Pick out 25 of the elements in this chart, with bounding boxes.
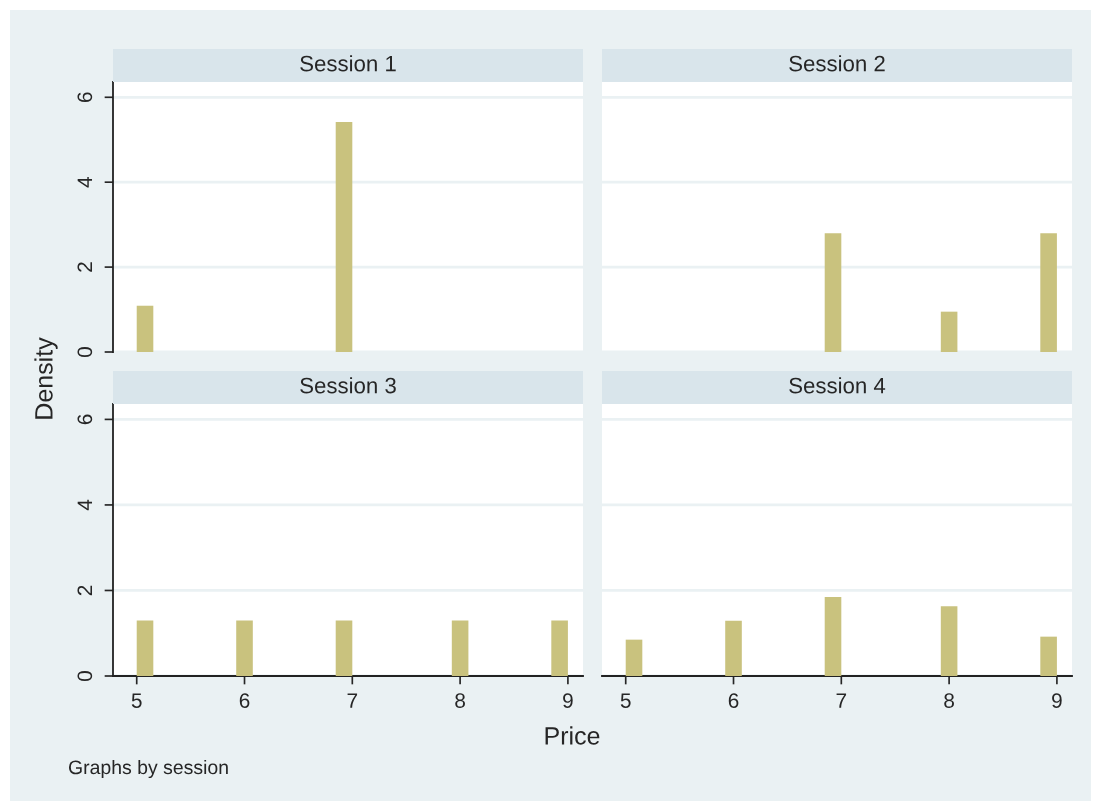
x-tick-label: 6 (728, 693, 739, 708)
y-tick-label: 2 (77, 585, 93, 596)
y-tick-label: 4 (77, 177, 93, 188)
x-tick-label: 6 (239, 693, 250, 708)
y-tick-label: 6 (77, 92, 93, 103)
chart-title: Session 1 (300, 55, 396, 72)
chart-title: Session 3 (300, 377, 396, 394)
y-axis-title: Density (34, 337, 58, 419)
y-tick-label: 4 (77, 499, 93, 511)
text: Graphs by session (68, 759, 228, 779)
y-tick-label: 0 (77, 671, 93, 681)
x-tick-label: 5 (131, 693, 142, 708)
chart-title: Session 2 (789, 55, 885, 72)
x-tick-label: 7 (347, 693, 358, 708)
x-tick-label: 8 (455, 693, 465, 708)
x-tick-label: 9 (563, 693, 573, 708)
x-axis-title: Price (545, 726, 600, 745)
y-tick-label: 6 (77, 414, 93, 425)
x-tick-label: 7 (836, 693, 847, 708)
chart-title: Session 4 (789, 377, 886, 394)
y-tick-label: 0 (77, 347, 93, 357)
x-tick-label: 8 (944, 693, 954, 708)
x-tick-label: 5 (620, 693, 631, 708)
y-tick-label: 2 (77, 262, 93, 272)
x-tick-label: 9 (1052, 693, 1062, 708)
